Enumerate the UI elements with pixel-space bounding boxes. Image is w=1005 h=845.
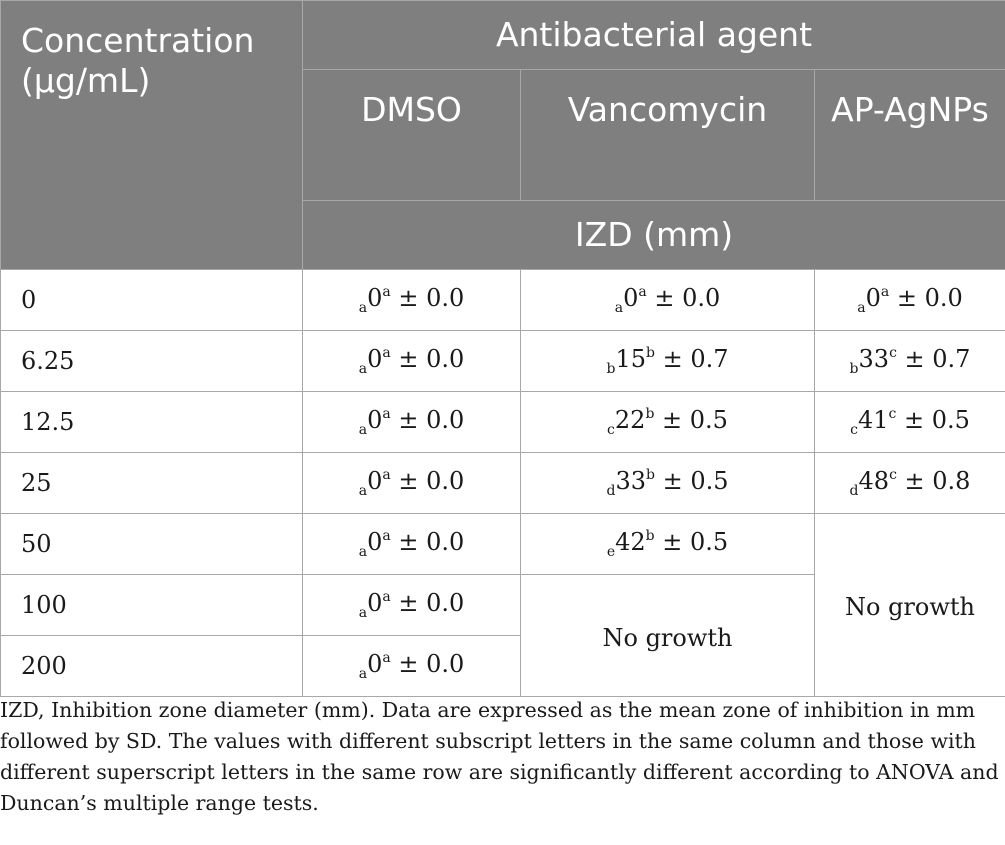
table-footnote: IZD, Inhibition zone diameter (mm). Data…	[0, 698, 999, 815]
antibacterial-agent-header: Antibacterial agent	[302, 0, 1005, 70]
vancomycin-header: Vancomycin	[520, 69, 815, 201]
izd-unit-header: IZD (mm)	[302, 200, 1005, 270]
concentration-cell: 200	[0, 635, 303, 697]
dmso-header: DMSO	[302, 69, 521, 201]
dmso-cell: a0a ± 0.0	[302, 330, 521, 392]
dmso-cell: a0a ± 0.0	[302, 513, 521, 575]
ap-agnps-cell: d48c ± 0.8	[814, 452, 1005, 514]
ap-agnps-cell: a0a ± 0.0	[814, 269, 1005, 331]
dmso-cell: a0a ± 0.0	[302, 635, 521, 697]
dmso-cell: a0a ± 0.0	[302, 452, 521, 514]
table-row: 25 a0a ± 0.0 d33b ± 0.5 d48c ± 0.8	[0, 452, 1005, 514]
vancomycin-cell: d33b ± 0.5	[520, 452, 815, 514]
vancomycin-cell: e42b ± 0.5	[520, 513, 815, 575]
concentration-header: Concentration (µg/mL)	[0, 0, 303, 270]
concentration-cell: 12.5	[0, 391, 303, 453]
izd-table: Concentration (µg/mL) Antibacterial agen…	[0, 0, 1005, 697]
concentration-cell: 50	[0, 513, 303, 575]
table-body: 0 a0a ± 0.0 a0a ± 0.0 a0a ± 0.0 6.25 a0a…	[0, 269, 1005, 697]
table-row: 200 a0a ± 0.0	[0, 635, 1005, 697]
ap-agnps-header: AP-AgNPs	[814, 69, 1005, 201]
dmso-cell: a0a ± 0.0	[302, 574, 521, 636]
dmso-cell: a0a ± 0.0	[302, 269, 521, 331]
vancomycin-cell: a0a ± 0.0	[520, 269, 815, 331]
vancomycin-cell: b15b ± 0.7	[520, 330, 815, 392]
concentration-cell: 6.25	[0, 330, 303, 392]
dmso-cell: a0a ± 0.0	[302, 391, 521, 453]
table-row: 12.5 a0a ± 0.0 c22b ± 0.5 c41c ± 0.5	[0, 391, 1005, 453]
table-header: Concentration (µg/mL) Antibacterial agen…	[0, 0, 1005, 270]
concentration-cell: 0	[0, 269, 303, 331]
table-row: 0 a0a ± 0.0 a0a ± 0.0 a0a ± 0.0	[0, 269, 1005, 331]
concentration-cell: 25	[0, 452, 303, 514]
concentration-cell: 100	[0, 574, 303, 636]
table-row: 50 a0a ± 0.0 e42b ± 0.5 No growth	[0, 513, 1005, 697]
ap-agnps-no-growth-cell: No growth	[814, 513, 1005, 697]
table-row: 100 a0a ± 0.0 No growth	[0, 574, 1005, 697]
table-row: 6.25 a0a ± 0.0 b15b ± 0.7 b33c ± 0.7	[0, 330, 1005, 392]
vancomycin-no-growth-cell: No growth	[520, 574, 815, 697]
vancomycin-cell: c22b ± 0.5	[520, 391, 815, 453]
ap-agnps-cell: c41c ± 0.5	[814, 391, 1005, 453]
ap-agnps-cell: b33c ± 0.7	[814, 330, 1005, 392]
